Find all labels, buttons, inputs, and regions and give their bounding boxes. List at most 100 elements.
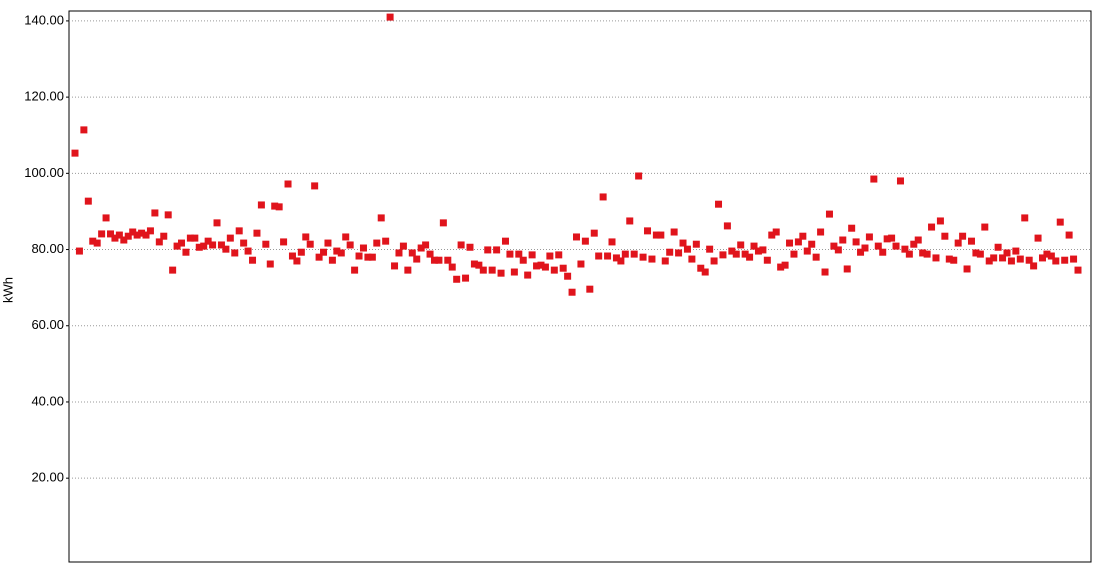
point (630, 250, 638, 258)
point (200, 242, 208, 250)
point (244, 247, 252, 255)
point (271, 202, 279, 210)
point (1007, 257, 1015, 265)
point (559, 264, 567, 272)
point (848, 224, 856, 232)
point (129, 228, 137, 236)
y-tick-label: 100.00 (24, 165, 64, 180)
point (728, 247, 736, 255)
point (754, 247, 762, 255)
point (715, 200, 723, 208)
point (351, 266, 359, 274)
point (515, 250, 523, 258)
point (546, 252, 554, 260)
point (399, 242, 407, 250)
y-tick-label: 140.00 (24, 12, 64, 27)
point (1038, 254, 1046, 262)
point (519, 256, 527, 264)
point (852, 238, 860, 246)
point (164, 211, 172, 219)
point (941, 232, 949, 240)
point (413, 255, 421, 263)
point (834, 246, 842, 254)
point (777, 263, 785, 271)
point (590, 229, 598, 237)
point (107, 230, 115, 238)
point (124, 232, 132, 240)
point (448, 263, 456, 271)
point (133, 231, 141, 239)
point (608, 238, 616, 246)
point (870, 175, 878, 183)
point (967, 237, 975, 245)
point (972, 249, 980, 257)
point (932, 254, 940, 262)
point (564, 272, 572, 280)
point (80, 126, 88, 134)
point (1030, 262, 1038, 270)
point (555, 251, 563, 259)
point (741, 250, 749, 258)
point (364, 253, 372, 261)
point (217, 241, 225, 249)
point (231, 249, 239, 257)
point (661, 257, 669, 265)
point (697, 264, 705, 272)
point (692, 240, 700, 248)
point (657, 231, 665, 239)
point (346, 241, 354, 249)
point (768, 231, 776, 239)
point (950, 256, 958, 264)
y-axis-label: kWh (0, 277, 15, 303)
point (652, 231, 660, 239)
point (919, 249, 927, 257)
point (928, 223, 936, 231)
point (93, 239, 101, 247)
point (573, 233, 580, 241)
point (373, 239, 381, 247)
point (155, 238, 163, 246)
point (422, 241, 430, 249)
point (457, 241, 465, 249)
point (311, 182, 319, 190)
point (874, 242, 882, 250)
point (160, 232, 168, 240)
point (896, 177, 904, 185)
point (470, 260, 478, 268)
point (426, 250, 434, 258)
point (209, 241, 217, 249)
point (382, 237, 390, 245)
point (883, 235, 891, 243)
point (688, 255, 696, 263)
point (368, 253, 376, 261)
point (1003, 249, 1011, 257)
point (484, 246, 492, 254)
point (178, 239, 186, 247)
point (288, 252, 296, 260)
point (683, 245, 691, 253)
y-tick-label: 40.00 (31, 393, 64, 408)
point (1070, 255, 1078, 263)
point (595, 252, 603, 260)
point (386, 13, 394, 21)
point (803, 247, 811, 255)
point (510, 268, 518, 276)
point (737, 241, 745, 249)
point (493, 246, 501, 254)
point (120, 236, 128, 244)
point (1056, 218, 1064, 226)
point (284, 180, 292, 188)
point (910, 240, 918, 248)
point (732, 250, 740, 258)
point (644, 227, 652, 235)
point (861, 244, 869, 252)
point (808, 240, 816, 248)
point (617, 257, 625, 265)
point (648, 255, 656, 263)
point (302, 233, 310, 241)
point (462, 274, 470, 282)
point (479, 266, 487, 274)
point (377, 214, 385, 222)
point (75, 247, 83, 255)
